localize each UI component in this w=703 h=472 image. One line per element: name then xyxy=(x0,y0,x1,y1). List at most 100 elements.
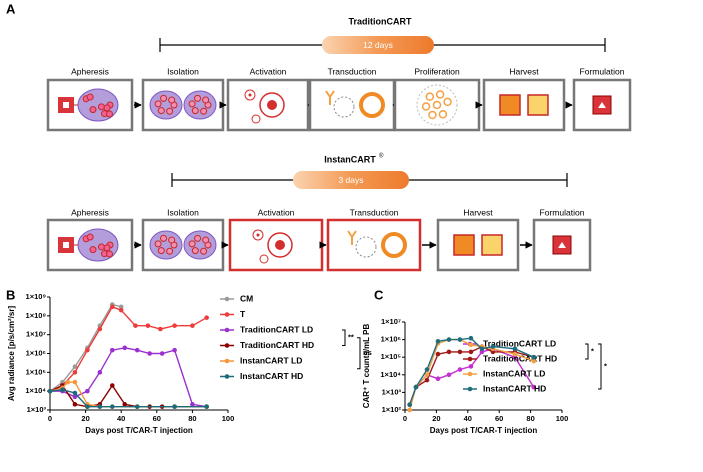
step-box xyxy=(532,218,592,272)
x-tick-label: 60 xyxy=(153,414,161,423)
data-point xyxy=(118,304,124,310)
icon xyxy=(347,230,357,245)
data-point xyxy=(531,354,537,360)
data-point xyxy=(457,349,463,355)
data-point xyxy=(172,323,177,328)
step-label: Harvest xyxy=(463,207,493,217)
significance-label: ** xyxy=(348,333,354,342)
legend-label: TraditionCART HD xyxy=(483,353,557,363)
icon xyxy=(244,89,256,101)
data-point xyxy=(158,326,163,332)
data-point xyxy=(72,379,78,385)
icon xyxy=(256,233,260,237)
icon xyxy=(194,94,202,102)
step-box xyxy=(228,218,324,272)
icon xyxy=(157,247,165,255)
step-label: Isolation xyxy=(167,207,199,217)
x-tick-label: 80 xyxy=(526,414,534,423)
step-label: Isolation xyxy=(167,66,199,76)
data-point xyxy=(72,370,78,375)
x-tick-label: 80 xyxy=(188,414,196,423)
icon xyxy=(435,90,445,99)
step-box xyxy=(308,78,396,132)
data-point xyxy=(72,394,78,400)
data-point xyxy=(457,337,463,342)
x-tick-label: 20 xyxy=(81,414,89,423)
y-tick-label: 1×10⁶ xyxy=(381,335,401,344)
legend-label: InstanCART LD xyxy=(240,355,302,365)
data-point xyxy=(190,323,195,328)
x-tick-label: 40 xyxy=(117,414,125,423)
icon xyxy=(86,233,94,241)
data-point xyxy=(159,351,165,356)
step-box xyxy=(141,218,225,272)
data-point xyxy=(531,384,537,390)
data-point xyxy=(413,384,419,390)
legend-marker xyxy=(224,358,230,364)
data-point xyxy=(435,339,441,344)
y-axis-label: Avg radiance [p/s/cm²/sr] xyxy=(7,306,16,402)
data-point xyxy=(72,364,78,369)
data-point xyxy=(110,383,115,388)
y-tick-label: 1×10⁴ xyxy=(380,370,401,379)
legend-marker xyxy=(467,356,473,362)
data-point xyxy=(190,402,195,407)
data-point xyxy=(110,347,115,353)
data-point xyxy=(407,407,413,413)
data-point xyxy=(60,387,65,392)
icon xyxy=(157,107,165,115)
legend-label: T xyxy=(240,309,246,319)
icon xyxy=(97,243,105,251)
icon xyxy=(202,96,210,104)
icon xyxy=(97,103,105,111)
data-point xyxy=(479,346,485,352)
icon xyxy=(251,114,261,124)
legend-marker xyxy=(224,327,230,333)
data-point xyxy=(446,337,452,342)
step-label: Proliferation xyxy=(414,66,460,76)
box xyxy=(436,218,520,272)
significance-bracket xyxy=(357,337,361,370)
data-point xyxy=(72,390,78,396)
icon xyxy=(200,107,208,115)
data-point xyxy=(133,323,138,328)
icon xyxy=(86,93,94,101)
legend-marker xyxy=(224,312,230,317)
step-label: Apheresis xyxy=(71,66,109,76)
panel-label: C xyxy=(374,287,384,302)
y-tick-label: 1×10³ xyxy=(27,405,47,414)
x-tick-label: 40 xyxy=(464,414,472,423)
box xyxy=(482,78,566,132)
x-tick-label: 0 xyxy=(403,414,407,423)
icon xyxy=(154,240,162,248)
icon xyxy=(333,96,355,118)
legend-label: InstanCART LD xyxy=(483,368,545,378)
icon xyxy=(103,104,111,112)
significance-label: * xyxy=(591,346,594,355)
step-box xyxy=(393,78,481,132)
icon xyxy=(89,106,97,114)
step-label: Formulation xyxy=(540,207,585,217)
legend-marker xyxy=(467,371,473,377)
data-point xyxy=(65,379,71,385)
step-box xyxy=(436,218,520,272)
data-point xyxy=(446,372,452,378)
legend-label: TraditionCART LD xyxy=(483,338,556,348)
step-box xyxy=(46,78,134,132)
y-tick-label: 1×10⁵ xyxy=(381,352,402,361)
legend-label: InstanCART HD xyxy=(240,371,303,381)
icon xyxy=(558,242,566,248)
box xyxy=(308,78,396,132)
data-point xyxy=(97,326,103,332)
data-point xyxy=(147,351,152,356)
icon xyxy=(325,90,335,105)
protocol-title: TraditionCART xyxy=(349,16,412,26)
data-point xyxy=(134,404,140,409)
icon xyxy=(443,97,452,107)
icon xyxy=(438,110,448,119)
y-axis-label: CAR⁺ T counts/mL PB xyxy=(362,324,371,409)
icon xyxy=(252,229,264,241)
step-box xyxy=(482,78,566,132)
duration-pill xyxy=(322,36,434,54)
legend-marker xyxy=(467,386,473,392)
